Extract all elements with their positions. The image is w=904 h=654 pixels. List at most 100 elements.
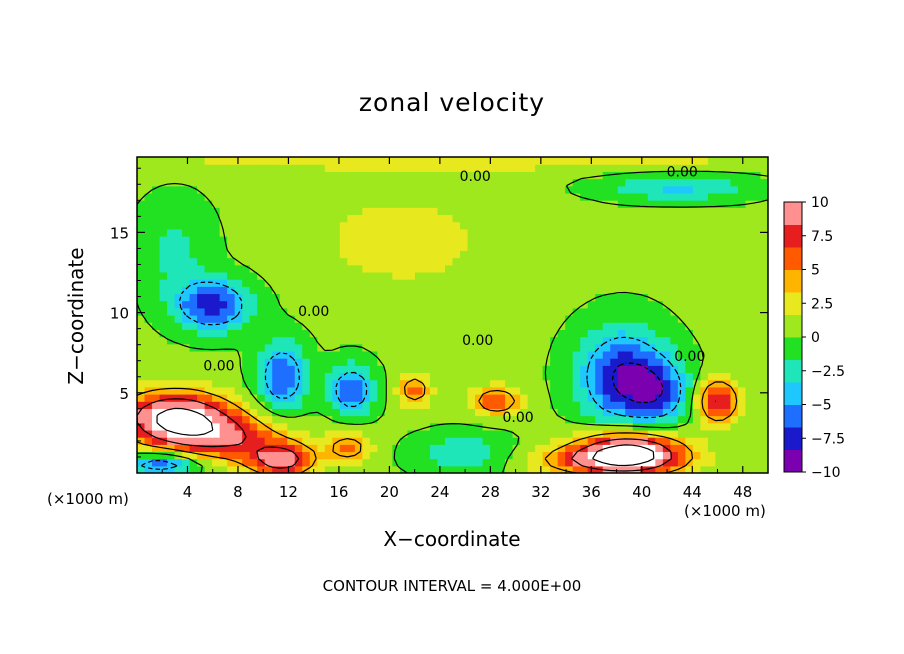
heatmap-cell (527, 386, 536, 395)
heatmap-cell (730, 228, 739, 237)
heatmap-cell (377, 236, 386, 244)
heatmap-cell (452, 178, 461, 187)
heatmap-cell (497, 293, 506, 302)
heatmap-cell (167, 236, 176, 244)
heatmap-cell (602, 358, 611, 366)
heatmap-cell (535, 192, 544, 201)
heatmap-cell (399, 429, 409, 438)
heatmap-cell (730, 300, 739, 309)
heatmap-cell (707, 286, 717, 295)
heatmap-cell (752, 365, 762, 374)
heatmap-cell (347, 379, 356, 388)
heatmap-cell (212, 243, 221, 251)
heatmap-cell (279, 365, 288, 374)
heatmap-cell (399, 365, 409, 374)
heatmap-cell (257, 293, 266, 302)
heatmap-cell (159, 350, 168, 359)
heatmap-cell (715, 185, 724, 194)
heatmap-cell (167, 322, 176, 330)
heatmap-cell (189, 465, 198, 473)
heatmap-cell (715, 157, 724, 165)
heatmap-cell (302, 379, 311, 388)
heatmap-cell (685, 171, 694, 180)
heatmap-cell (467, 329, 476, 338)
heatmap-cell (647, 200, 656, 208)
heatmap-cell (444, 243, 454, 251)
heatmap-cell (640, 157, 649, 165)
heatmap-cell (279, 178, 288, 187)
heatmap-cell (279, 200, 288, 208)
heatmap-cell (392, 300, 401, 309)
heatmap-cell (580, 157, 589, 165)
heatmap-cell (722, 271, 732, 280)
heatmap-cell (152, 394, 161, 402)
heatmap-cell (257, 465, 266, 473)
heatmap-cell (249, 157, 258, 165)
heatmap-cell (572, 350, 581, 359)
heatmap-cell (257, 458, 266, 467)
heatmap-cell (317, 214, 326, 223)
heatmap-cell (632, 279, 641, 287)
heatmap-cell (565, 350, 574, 359)
heatmap-cell (384, 171, 393, 180)
heatmap-cell (189, 401, 198, 409)
heatmap-cell (212, 192, 221, 201)
heatmap-cell (557, 372, 566, 381)
heatmap-cell (242, 293, 251, 302)
heatmap-cell (429, 365, 439, 374)
heatmap-cell (602, 200, 611, 208)
heatmap-cell (414, 307, 424, 316)
heatmap-cell (692, 386, 701, 395)
heatmap-cell (520, 300, 529, 309)
heatmap-cell (625, 157, 634, 165)
heatmap-cell (414, 264, 424, 273)
heatmap-cell (174, 279, 183, 287)
heatmap-cell (475, 408, 484, 417)
heatmap-cell (324, 379, 333, 388)
heatmap-cell (460, 458, 469, 467)
heatmap-cell (287, 236, 296, 244)
heatmap-cell (347, 336, 356, 345)
heatmap-cell (279, 271, 288, 280)
heatmap-cell (159, 185, 168, 194)
heatmap-cell (384, 379, 393, 388)
heatmap-cell (429, 307, 439, 316)
heatmap-cell (437, 192, 446, 201)
heatmap-cell (399, 379, 409, 388)
heatmap-cell (249, 214, 258, 223)
heatmap-cell (242, 264, 251, 273)
heatmap-cell (737, 293, 747, 302)
heatmap-cell (490, 236, 499, 244)
heatmap-cell (737, 336, 747, 345)
heatmap-cell (369, 228, 378, 237)
heatmap-cell (730, 207, 739, 216)
heatmap-cell (467, 192, 476, 201)
heatmap-cell (467, 386, 476, 395)
heatmap-cell (662, 279, 671, 287)
heatmap-cell (384, 264, 393, 273)
heatmap-cell (587, 185, 596, 194)
heatmap-cell (279, 386, 288, 395)
heatmap-cell (437, 307, 446, 316)
heatmap-cell (272, 444, 281, 453)
heatmap-cell (475, 243, 484, 251)
heatmap-cell (737, 236, 747, 244)
heatmap-cell (249, 307, 258, 316)
heatmap-cell (467, 379, 476, 388)
heatmap-cell (264, 200, 273, 208)
heatmap-cell (347, 286, 356, 295)
heatmap-cell (722, 444, 732, 453)
heatmap-cell (332, 336, 341, 345)
heatmap-cell (580, 243, 589, 251)
heatmap-cell (662, 451, 671, 460)
heatmap-cell (535, 307, 544, 316)
heatmap-cell (144, 257, 153, 266)
heatmap-cell (144, 315, 153, 323)
heatmap-cell (429, 171, 439, 180)
heatmap-cell (264, 286, 273, 295)
heatmap-cell (324, 422, 333, 431)
heatmap-cell (227, 451, 236, 460)
heatmap-cell (362, 422, 371, 431)
heatmap-cell (407, 164, 416, 172)
heatmap-cell (580, 207, 589, 216)
